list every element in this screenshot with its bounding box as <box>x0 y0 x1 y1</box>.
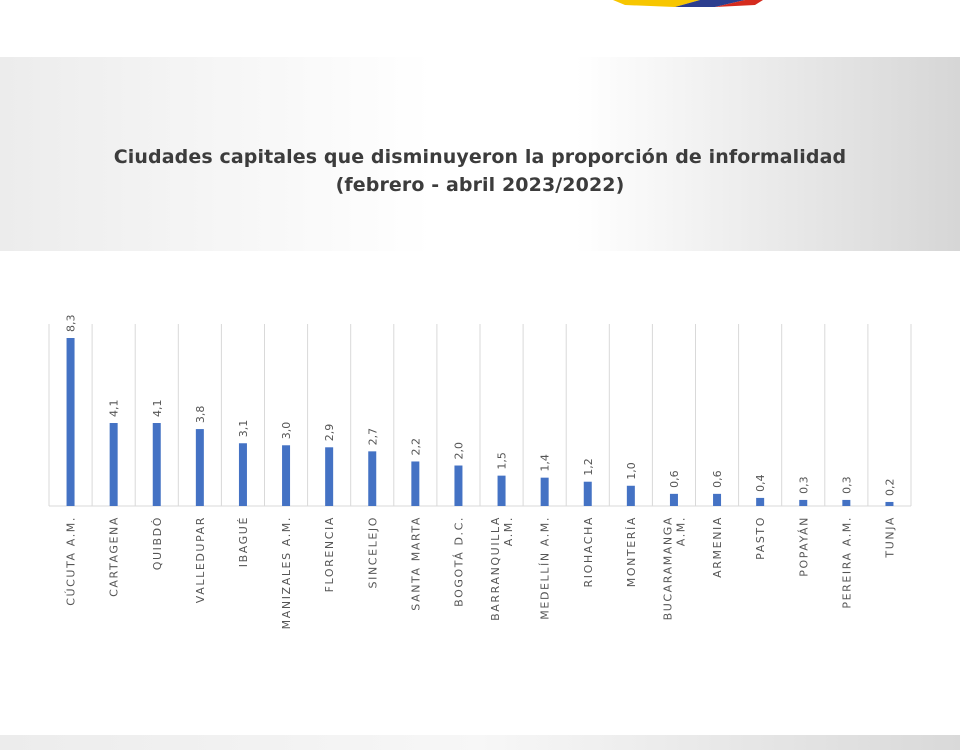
bar <box>497 475 506 506</box>
data-label: 0,6 <box>711 470 724 488</box>
data-label: 4,1 <box>108 400 121 418</box>
bar <box>842 499 851 506</box>
category-label: PASTO <box>754 516 767 560</box>
data-label: 0,3 <box>840 476 853 494</box>
category-label: TUNJA <box>883 516 896 559</box>
chart-title: Ciudades capitales que disminuyeron la p… <box>113 146 847 168</box>
bar <box>195 429 204 506</box>
data-label: 2,7 <box>366 428 379 446</box>
chart-subtitle: (febrero - abril 2023/2022) <box>335 174 625 196</box>
data-label: 3,0 <box>280 422 293 440</box>
category-label: BUCARAMANGA <box>661 516 674 620</box>
bar <box>583 481 592 506</box>
category-label: CARTAGENA <box>108 516 121 597</box>
category-label: VALLEDUPAR <box>194 516 207 603</box>
data-label: 1,4 <box>539 454 552 472</box>
data-label: 4,1 <box>151 400 164 418</box>
bar <box>238 443 247 506</box>
category-label: POPAYÁN <box>797 516 810 577</box>
bar <box>799 499 808 506</box>
category-label: A.M. <box>674 516 687 546</box>
bar <box>109 423 118 506</box>
category-label: A.M. <box>502 516 515 546</box>
category-label: BARRANQUILLA <box>489 516 502 621</box>
data-label: 1,2 <box>582 458 595 476</box>
category-label: MONTERÍA <box>625 516 638 587</box>
bar-chart: 8,3 CÚCUTA A.M. 4,1 CARTAGENA 4,1 QUIBDÓ 3,8 VA… <box>48 315 912 629</box>
bar <box>368 451 377 506</box>
category-label: RIOHACHA <box>582 516 595 587</box>
data-label: 2,9 <box>323 424 336 442</box>
bar <box>411 461 420 506</box>
data-label: 0,2 <box>883 478 896 496</box>
footer-band <box>0 735 960 750</box>
flag-stripe-yellow <box>613 0 700 7</box>
data-label: 8,3 <box>65 315 78 333</box>
data-label: 2,2 <box>409 438 422 456</box>
category-label: BOGOTÁ D.C. <box>452 516 465 607</box>
category-label: CÚCUTA A.M. <box>65 516 78 606</box>
colombia-flag-logo-fragment <box>613 0 763 7</box>
category-label: QUIBDÓ <box>151 516 164 570</box>
bar <box>454 465 463 506</box>
category-label: SANTA MARTA <box>409 516 422 611</box>
bar <box>540 477 549 506</box>
bar <box>756 497 765 506</box>
category-label: FLORENCIA <box>323 516 336 592</box>
flag-stripe-red <box>715 0 763 7</box>
bar <box>626 485 635 506</box>
category-label: SINCELEJO <box>366 516 379 588</box>
data-label: 1,0 <box>625 462 638 480</box>
category-label: MEDELLÍN A.M. <box>539 516 552 620</box>
category-label: MANIZALES A.M. <box>280 516 293 629</box>
category-label: ARMENIA <box>711 516 724 578</box>
data-label: 2,0 <box>452 442 465 460</box>
bar <box>282 445 291 506</box>
bar <box>713 493 722 506</box>
data-label: 0,4 <box>754 474 767 492</box>
data-label: 0,3 <box>797 476 810 494</box>
bar <box>325 447 334 506</box>
bar <box>669 493 678 506</box>
category-label: IBAGUÉ <box>237 516 250 567</box>
data-label: 1,5 <box>496 452 509 470</box>
data-label: 3,8 <box>194 406 207 424</box>
data-label: 0,6 <box>668 470 681 488</box>
category-label: PEREIRA A.M. <box>840 516 853 609</box>
title-banner <box>0 57 960 251</box>
bar <box>152 423 161 506</box>
flag-stripe-blue <box>675 0 745 7</box>
bar <box>885 501 894 506</box>
data-label: 3,1 <box>237 420 250 438</box>
bar <box>66 338 75 506</box>
